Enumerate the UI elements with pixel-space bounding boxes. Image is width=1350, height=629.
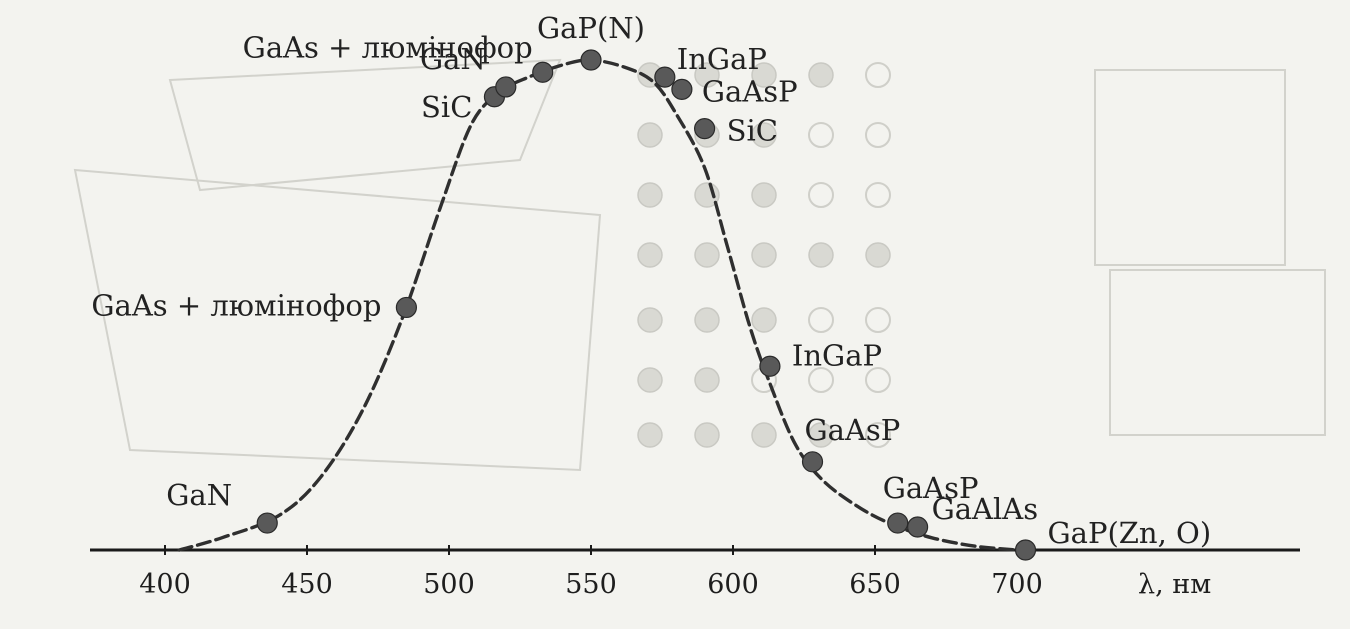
data-label-7: GaAsP [702, 74, 798, 108]
data-label-12: GaAlAs [932, 492, 1039, 526]
data-point-5 [580, 49, 602, 71]
ghost-dot [808, 307, 834, 333]
data-point-6 [654, 66, 676, 88]
ghost-dot [751, 307, 777, 333]
ghost-dot [694, 242, 720, 268]
data-label-3: GaN [420, 42, 486, 76]
data-label-1: GaAs + люмінофор [91, 288, 381, 322]
background-bleed-through [73, 58, 1326, 472]
x-axis-ticks: 400 450 500 550 600 650 700 [139, 545, 1043, 600]
ghost-dot [637, 122, 663, 148]
x-tick-label-500: 500 [423, 569, 475, 600]
ghost-dot [694, 367, 720, 393]
ghost-dot [637, 182, 663, 208]
ghost-dot [808, 367, 834, 393]
data-point-13 [1014, 539, 1037, 561]
ghost-dot [808, 182, 834, 208]
data-label-9: InGaP [792, 338, 882, 372]
ghost-dot [694, 307, 720, 333]
ghost-dot [637, 367, 663, 393]
ghost-dot [751, 242, 777, 268]
data-label-11: GaAsP [883, 471, 979, 505]
ghost-dot [751, 122, 777, 148]
data-label-10: GaAsP [805, 413, 901, 447]
data-point-1 [395, 296, 417, 319]
ghost-dot [694, 62, 720, 88]
data-point-3 [495, 76, 517, 98]
data-point-0 [256, 512, 278, 534]
ghost-dot [808, 62, 834, 88]
x-tick-label-550: 550 [565, 569, 617, 600]
ghost-dot [751, 182, 777, 208]
x-tick-label-600: 600 [707, 569, 759, 600]
data-point-7 [671, 78, 693, 101]
data-points [256, 49, 1037, 561]
ghost-dot [751, 422, 777, 448]
x-tick-label-650: 650 [849, 569, 901, 600]
ghost-dot [637, 422, 663, 448]
data-point-10 [801, 451, 824, 473]
ghost-dot [694, 422, 720, 448]
x-tick-label-700: 700 [991, 569, 1043, 600]
data-point-12 [906, 516, 929, 538]
ghost-dot [865, 367, 891, 393]
ghost-dot [865, 242, 891, 268]
ghost-dot [865, 122, 891, 148]
data-label-4: GaAs + люмінофор [243, 30, 533, 64]
data-point-4 [532, 61, 554, 83]
ghost-dot [865, 182, 891, 208]
ghost-dot [637, 242, 663, 268]
ghost-dot [865, 422, 891, 448]
x-tick-label-400: 400 [139, 569, 191, 600]
ghost-dot [865, 307, 891, 333]
ghost-dot [751, 62, 777, 88]
data-label-2: SiC [421, 90, 472, 124]
ghost-dot [637, 307, 663, 333]
ghost-dot [808, 122, 834, 148]
data-label-13: GaP(Zn, O) [1048, 516, 1212, 550]
ghost-dot [808, 242, 834, 268]
x-axis-label: λ, нм [1138, 569, 1211, 600]
ghost-dot [865, 62, 891, 88]
luminosity-curve [177, 58, 1036, 553]
data-label-5: GaP(N) [537, 11, 645, 45]
data-point-11 [887, 512, 909, 534]
data-label-0: GaN [166, 478, 232, 512]
data-point-8 [693, 118, 716, 140]
ghost-dot [808, 422, 834, 448]
data-point-9 [759, 355, 781, 377]
data-label-8: SiC [727, 114, 778, 148]
data-label-6: InGaP [677, 42, 767, 76]
x-tick-label-450: 450 [281, 569, 333, 600]
